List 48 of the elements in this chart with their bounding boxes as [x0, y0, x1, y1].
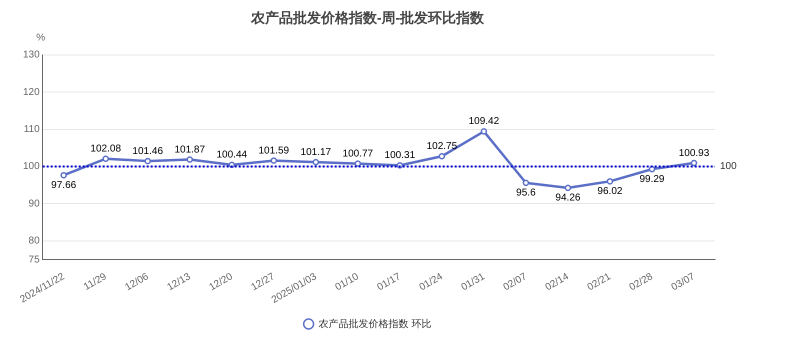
data-label: 102.75	[426, 141, 458, 152]
point	[564, 184, 572, 192]
x-tick-label: 01/31	[460, 271, 488, 294]
data-label: 102.08	[90, 144, 122, 155]
x-tick-label: 01/24	[418, 271, 446, 294]
data-label: 101.59	[258, 145, 290, 156]
y-axis-title: %	[36, 32, 46, 44]
data-label: 96.02	[597, 186, 623, 198]
point	[312, 158, 320, 166]
data-label: 101.46	[132, 146, 164, 157]
data-label: 97.66	[51, 180, 77, 191]
x-tick-label: 02/28	[628, 271, 656, 294]
data-label: 101.87	[174, 144, 206, 156]
data-label: 109.42	[468, 116, 500, 128]
ref-line-label: 100	[720, 161, 738, 172]
point	[606, 178, 614, 185]
y-tick-label: 90	[28, 198, 40, 210]
y-tick-label: 80	[28, 236, 40, 247]
y-tick-label: 130	[22, 50, 40, 61]
point	[480, 128, 488, 135]
data-label: 94.26	[555, 192, 581, 204]
x-tick-label: 11/29	[82, 271, 109, 293]
point	[522, 180, 530, 186]
point	[648, 166, 656, 172]
point	[144, 158, 151, 164]
data-label: 100.44	[216, 150, 248, 161]
data-label: 99.29	[639, 174, 665, 185]
y-tick-label: 75	[28, 254, 40, 266]
point	[102, 156, 109, 162]
point	[60, 172, 67, 178]
point	[438, 153, 446, 160]
x-tick-label: 02/21	[586, 271, 614, 294]
data-label: 101.17	[300, 146, 332, 158]
data-label: 95.6	[516, 188, 536, 199]
data-label: 100.93	[678, 148, 710, 159]
y-tick-label: 120	[22, 86, 40, 98]
point	[270, 157, 278, 164]
data-label: 100.77	[342, 148, 374, 160]
chart-title: 农产品批发价格指数-周-批发环比指数	[250, 9, 486, 26]
x-tick-label: 02/14	[544, 271, 572, 294]
x-tick-label: 01/10	[334, 271, 362, 294]
point	[690, 160, 698, 166]
point	[186, 156, 194, 163]
y-tick-label: 100	[22, 161, 40, 172]
point	[354, 160, 362, 167]
legend-label: 农产品批发价格指数 环比	[318, 318, 432, 330]
data-label: 100.31	[384, 150, 416, 162]
y-tick-label: 110	[24, 124, 40, 136]
